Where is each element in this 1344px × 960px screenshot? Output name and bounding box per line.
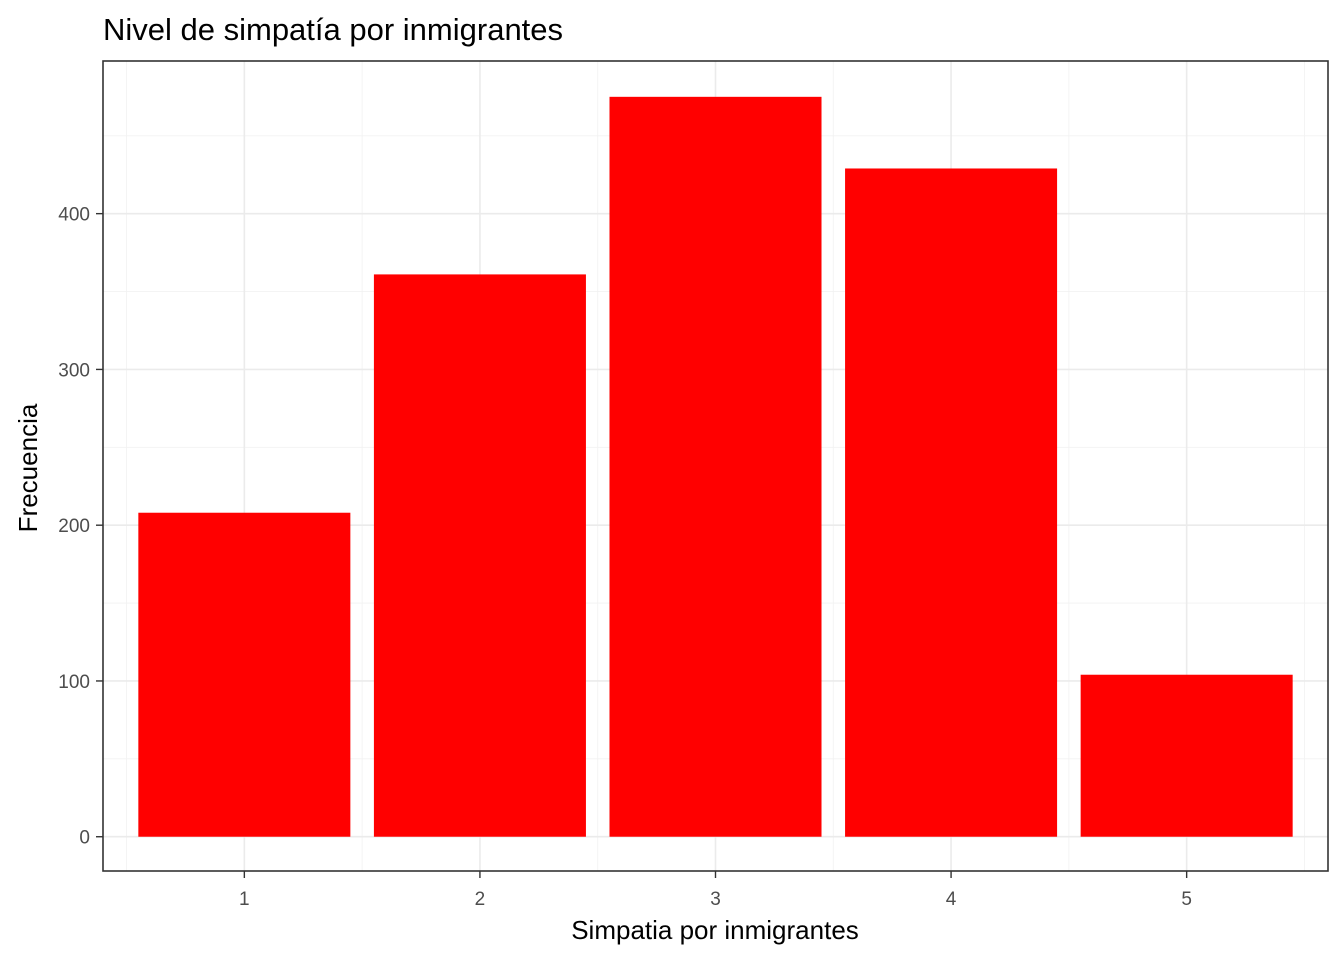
x-axis: 1 2 3 4 5 — [239, 871, 1192, 910]
y-tick-label: 300 — [58, 360, 90, 381]
y-tick-label: 0 — [79, 828, 90, 849]
x-tick-label: 2 — [475, 889, 486, 910]
bar-3 — [609, 96, 822, 837]
x-tick-label: 1 — [239, 889, 250, 910]
bar-2 — [373, 274, 586, 837]
x-tick-label: 4 — [946, 889, 957, 910]
y-axis: 0 100 200 300 400 — [58, 205, 103, 849]
x-tick-label: 3 — [710, 889, 721, 910]
chart-title: Nivel de simpatía por inmigrantes — [103, 12, 563, 47]
y-tick-label: 400 — [58, 205, 90, 226]
y-axis-title: Frecuencia — [13, 403, 43, 532]
y-tick-label: 100 — [58, 672, 90, 693]
plot-panel — [102, 60, 1329, 872]
bar-5 — [1080, 674, 1293, 837]
y-tick-label: 200 — [58, 516, 90, 537]
x-tick-label: 5 — [1181, 889, 1192, 910]
bar-1 — [138, 512, 351, 837]
bar-4 — [845, 168, 1058, 837]
x-axis-title: Simpatia por inmigrantes — [571, 915, 859, 945]
